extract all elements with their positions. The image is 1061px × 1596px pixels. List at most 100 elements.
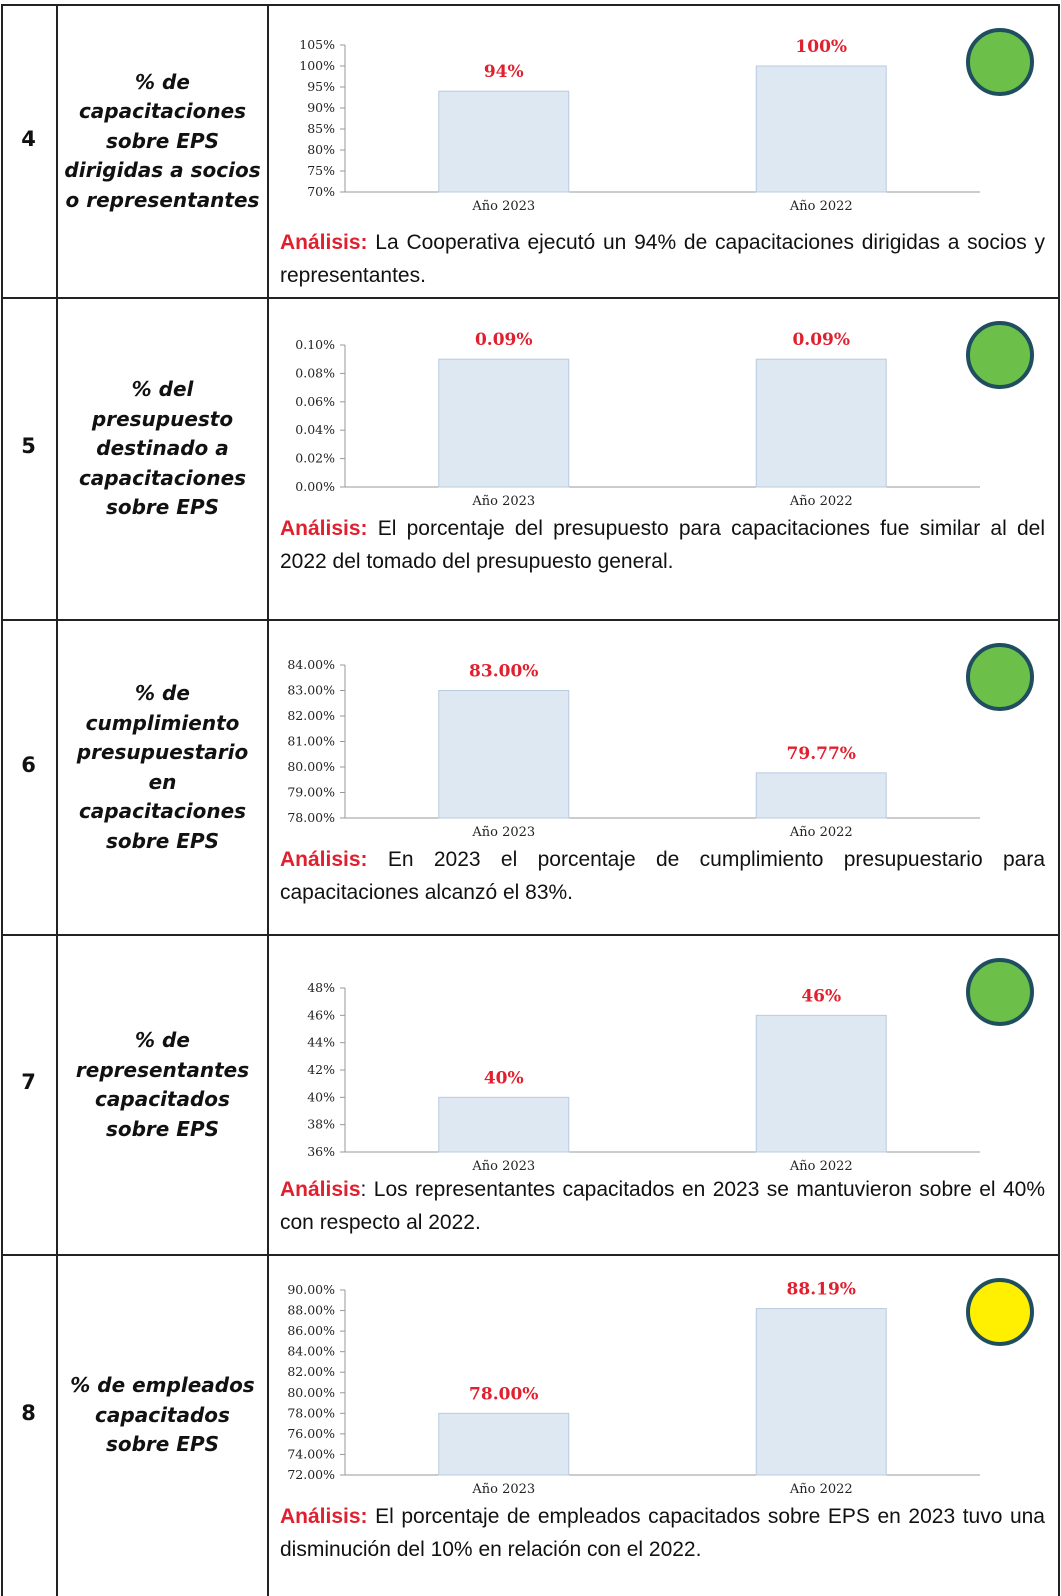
row-number: 8: [21, 1400, 36, 1425]
row-number: 7: [21, 1070, 36, 1094]
indicator-line: dirigidas a socios: [64, 158, 261, 183]
y-tick-label: 72.00%: [287, 1467, 335, 1482]
indicator-line: % de: [135, 681, 190, 705]
x-tick-label: Año 2023: [471, 494, 535, 509]
y-tick-label: 78.00%: [287, 810, 335, 825]
y-tick-label: 80.00%: [287, 1385, 335, 1400]
indicator-line: capacitaciones: [78, 799, 247, 823]
indicator-line: capacitaciones: [78, 99, 247, 124]
row-number: 6: [21, 752, 36, 777]
x-tick-label: Año 2023: [471, 1482, 535, 1497]
indicator-line: o representantes: [65, 187, 260, 212]
y-tick-label: 38%: [307, 1117, 335, 1132]
row-number: 4: [21, 126, 36, 151]
y-tick-label: 0.04%: [295, 422, 335, 437]
value-label: 46%: [801, 986, 841, 1006]
y-tick-label: 83.00%: [287, 683, 335, 698]
y-tick-label: 82.00%: [287, 708, 335, 723]
indicator-line: sobre EPS: [105, 128, 220, 153]
indicator-line: capacitados: [95, 1402, 230, 1427]
x-tick-label: Año 2022: [789, 199, 853, 214]
value-label: 94%: [484, 62, 524, 82]
y-tick-label: 85%: [307, 121, 335, 136]
status-indicator: [966, 321, 1034, 389]
value-label: 83.00%: [469, 662, 538, 682]
indicator-line: representantes: [75, 1057, 250, 1082]
indicator-line: sobre EPS: [105, 495, 220, 520]
indicator-line: presupuestario: [76, 740, 249, 764]
x-tick-label: Año 2022: [789, 825, 853, 840]
indicator-line: cumplimiento: [85, 710, 240, 735]
x-tick-label: Año 2023: [471, 199, 535, 214]
y-tick-label: 88.00%: [287, 1303, 335, 1318]
y-tick-label: 90%: [307, 100, 335, 115]
illustration-bar: [438, 90, 570, 193]
indicator: % de cumplimiento presupuestario en capacita…: [57, 679, 268, 856]
y-tick-label: 75%: [307, 163, 335, 178]
analysis-label: Análisis:: [280, 231, 368, 254]
y-tick-label: 84.00%: [287, 657, 335, 672]
y-tick-label: 46%: [307, 1007, 335, 1022]
y-tick-label: 105%: [299, 37, 335, 52]
indicator-line: % del: [131, 377, 194, 402]
illustration-bar: [438, 1412, 570, 1476]
value-label: 78.00%: [469, 1384, 538, 1404]
illustration-bar: [755, 772, 887, 819]
indicator-line: % de empleados: [70, 1373, 255, 1398]
analysis-label: Análisis:: [280, 1505, 368, 1528]
status-indicator: [966, 643, 1034, 711]
illustration-bar: [755, 358, 887, 488]
indicator-line: % de: [135, 1028, 190, 1052]
analysis: Análisis: La Cooperativa ejecutó un 94% …: [280, 226, 1045, 292]
illustration-bar: [438, 690, 570, 819]
value-label: 88.19%: [787, 1280, 856, 1300]
x-tick-label: Año 2023: [471, 825, 535, 840]
analysis-label: Análisis:: [280, 517, 368, 540]
x-tick-label: Año 2023: [471, 1159, 535, 1174]
indicator: % del presupuesto destinado a capacitacione…: [57, 375, 268, 523]
y-tick-label: 48%: [307, 980, 335, 995]
value-label: 79.77%: [787, 744, 856, 764]
analysis: Análisis: El porcentaje del presupuesto …: [280, 512, 1045, 578]
indicator-line: sobre EPS: [105, 1116, 220, 1141]
y-tick-label: 74.00%: [287, 1446, 335, 1461]
illustration-bar: [438, 1096, 570, 1153]
y-tick-label: 0.10%: [295, 337, 335, 352]
y-tick-label: 81.00%: [287, 734, 335, 749]
row-number: 5: [21, 434, 36, 458]
y-tick-label: 42%: [307, 1062, 335, 1077]
y-tick-label: 90.00%: [287, 1282, 335, 1297]
value-label: 100%: [795, 37, 847, 57]
indicator-line: capacitaciones: [78, 465, 247, 490]
y-tick-label: 76.00%: [287, 1426, 335, 1441]
illustration-bar: [755, 65, 887, 193]
table-border: [1, 4, 1060, 1596]
y-tick-label: 0.00%: [295, 479, 335, 494]
indicator-line: % de: [135, 69, 190, 94]
value-label: 0.09%: [475, 330, 533, 350]
illustration-bar: [755, 1014, 887, 1153]
analysis-text: En 2023 el porcentaje de cumplimiento pr…: [280, 848, 1045, 904]
indicator-line: sobre EPS: [105, 828, 220, 853]
illustration-bar: [755, 1308, 887, 1476]
y-tick-label: 84.00%: [287, 1344, 335, 1359]
status-indicator: [966, 1278, 1034, 1346]
indicator-line: capacitados: [95, 1087, 230, 1111]
indicator: % de representantes capacitados sobre EPS: [57, 1026, 268, 1144]
y-tick-label: 44%: [307, 1035, 335, 1050]
y-tick-label: 0.08%: [295, 365, 335, 380]
analysis-text: : Los representantes capacitados en 2023…: [280, 1178, 1045, 1234]
y-tick-label: 86.00%: [287, 1323, 335, 1338]
analysis-label: Análisis: [280, 1178, 361, 1201]
analysis-label: Análisis:: [280, 848, 368, 871]
y-tick-label: 36%: [307, 1144, 335, 1159]
analysis-text: El porcentaje del presupuesto para capac…: [280, 517, 1045, 573]
y-tick-label: 79.00%: [287, 785, 335, 800]
y-tick-label: 80.00%: [287, 759, 335, 774]
illustration-bar: [438, 358, 570, 488]
y-tick-label: 80%: [307, 142, 335, 157]
analysis: Análisis: En 2023 el porcentaje de cumpl…: [280, 843, 1045, 909]
indicator: % de empleados capacitados sobre EPS: [57, 1371, 268, 1460]
x-tick-label: Año 2022: [789, 1482, 853, 1497]
